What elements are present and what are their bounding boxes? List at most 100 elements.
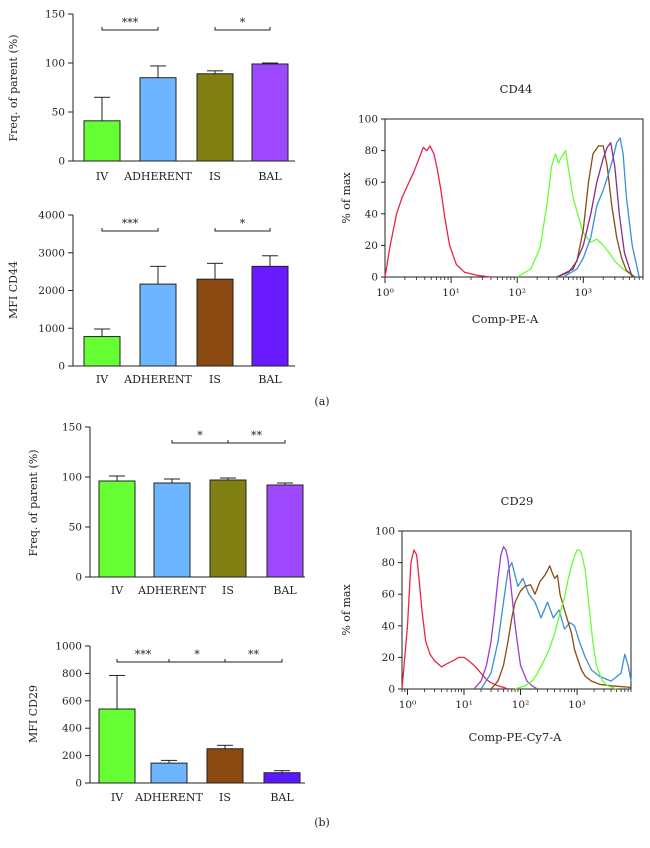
y-tick-label: 150 [45,9,65,21]
significance-label: ** [248,648,260,661]
y-tick-label: 80 [382,557,395,569]
x-tick-label: 10² [512,699,530,711]
chart-a3-ylabel: % of max [340,172,353,224]
panel-b-label: (b) [314,816,330,829]
bar [139,283,177,367]
histogram-series-blue [563,137,640,278]
bar [83,120,121,162]
significance-label: *** [122,16,139,29]
histogram-series-purple [556,142,633,278]
histogram-series-green [516,149,636,278]
bar [209,479,247,578]
significance-bracket [227,440,286,444]
y-tick-label: 60 [365,177,378,189]
y-tick-label: 80 [365,145,378,157]
x-tick-label: 10⁰ [399,699,417,711]
chart-b2-ylabel: MFI CD29 [27,685,40,743]
significance-bracket [101,27,159,31]
chart-b1-category-label: BAL [273,584,297,597]
bar [98,480,136,578]
histogram-series-red [384,145,491,278]
bar [139,77,177,162]
y-tick-label: 0 [388,684,395,696]
y-tick-label: 100 [62,472,82,484]
y-tick-label: 1000 [55,641,82,653]
chart-b3-title: CD29 [501,494,534,508]
x-tick-label: 10¹ [455,699,473,711]
chart-b3-xlabel: Comp-PE-Cy7-A [469,730,563,744]
chart-a1-category-label: BAL [258,170,282,183]
y-tick-label: 20 [382,652,395,664]
y-tick-label: 50 [52,107,65,119]
y-tick-label: 0 [371,272,378,284]
significance-label: * [240,217,246,230]
chart-a1-ylabel: Freq. of parent (%) [7,34,20,141]
chart-a1-category-label: IS [209,170,221,183]
chart-a1-category-label: ADHERENT [123,170,192,183]
chart-b3-ylabel: % of max [340,584,353,636]
chart-b2-category-label: IS [219,791,231,804]
x-tick-label: 10⁰ [376,287,394,299]
significance-label: * [194,648,200,661]
significance-label: * [197,429,203,442]
chart-b3-marks: 0 20 40 60 80 100 10⁰ 10¹ 10² 10³ [375,526,632,711]
chart-a2-ylabel: MFI CD44 [7,261,20,319]
significance-bracket [214,27,271,31]
y-tick-label: 0 [75,778,82,790]
chart-a2-category-label: IV [96,373,109,386]
bar [150,762,188,784]
y-tick-label: 20 [365,240,378,252]
panel-a-label: (a) [314,395,329,408]
chart-b1-category-label: IV [111,584,124,597]
y-tick-label: 100 [45,58,65,70]
significance-label: *** [122,217,139,230]
y-tick-label: 600 [62,695,82,707]
y-tick-label: 3000 [38,247,65,259]
chart-a3-title: CD44 [500,82,533,96]
y-tick-label: 60 [382,589,395,601]
y-tick-label: 40 [365,208,378,220]
y-tick-label: 0 [58,156,65,168]
y-tick-label: 400 [62,723,82,735]
y-tick-label: 50 [69,522,82,534]
bar [196,73,234,162]
chart-a2-category-label: BAL [258,373,282,386]
histogram-series-red [401,549,509,690]
chart-b2-category-label: IV [111,791,124,804]
y-tick-label: 200 [62,750,82,762]
bar [251,265,289,367]
bar [153,482,191,578]
histogram-series-brown [556,145,636,278]
bar [98,708,136,784]
y-tick-label: 4000 [38,210,65,222]
chart-a3-xlabel: Comp-PE-A [472,312,539,326]
bar [206,748,244,784]
x-tick-label: 10² [508,287,526,299]
chart-a2-category-label: ADHERENT [123,373,192,386]
y-tick-label: 40 [382,620,395,632]
y-tick-label: 2000 [38,285,65,297]
y-tick-label: 800 [62,668,82,680]
bar [196,278,234,367]
y-tick-label: 150 [62,422,82,434]
chart-b1-ylabel: Freq. of parent (%) [27,449,40,556]
significance-label: ** [251,429,263,442]
bar [266,484,304,578]
chart-a3-frame [384,118,644,278]
bar [251,63,289,162]
histogram-series-blue [480,561,632,690]
significance-label: *** [135,648,152,661]
bar [83,336,121,367]
chart-b1-category-label: ADHERENT [137,584,206,597]
significance-bracket [224,659,283,663]
chart-a3-marks: 0 20 40 60 80 100 10⁰ 10¹ 10² 10³ [358,114,644,299]
y-tick-label: 100 [375,526,395,538]
